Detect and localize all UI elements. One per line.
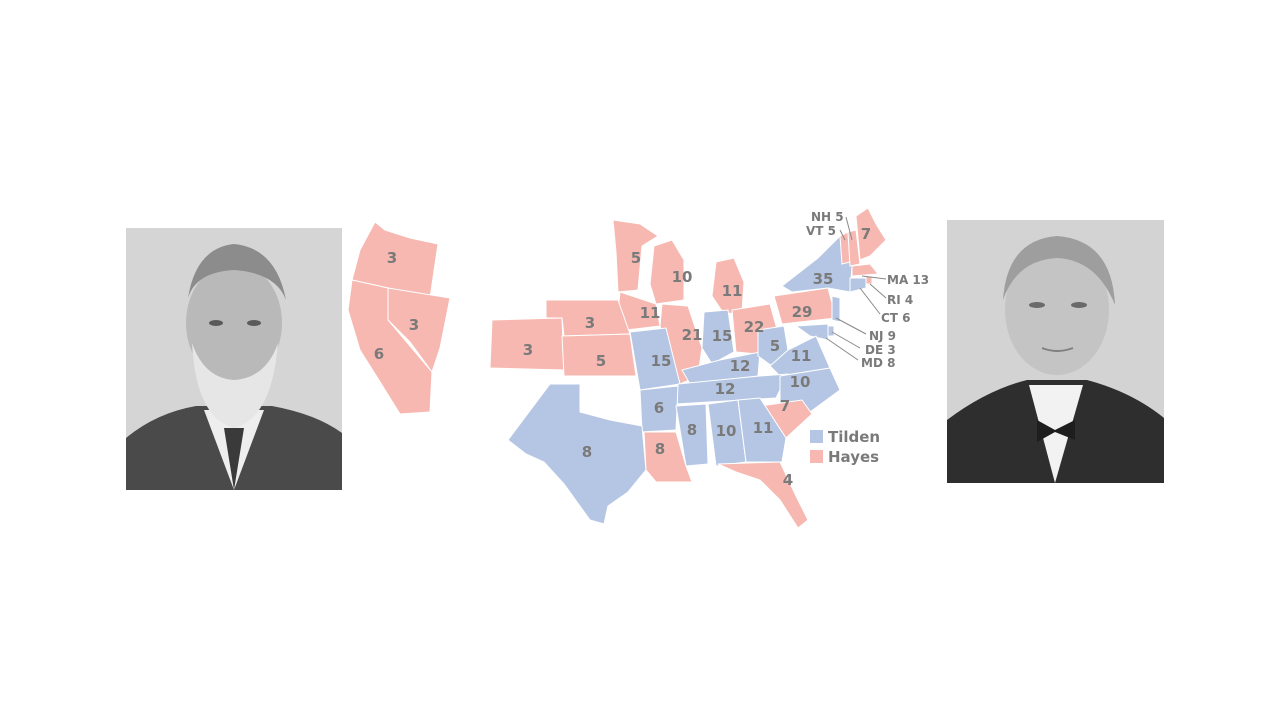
vote-label-louisiana: 8 [655,440,665,458]
vote-label-kentucky: 12 [730,357,751,375]
small-state-label-ma: MA 13 [887,273,929,287]
vote-label-michigan: 11 [722,282,743,300]
vote-label-oregon: 3 [387,249,397,267]
vote-label-virginia: 11 [791,347,812,365]
vote-label-indiana: 15 [712,327,733,345]
map-legend: Tilden Hayes [810,428,880,466]
small-state-label-nh: NH 5 [811,210,844,224]
vote-label-kansas: 5 [596,352,606,370]
vote-label-alabama: 10 [716,422,737,440]
vote-label-wisconsin: 10 [672,268,693,286]
vote-label-texas: 8 [582,443,592,461]
vote-label-minnesota: 5 [631,249,641,267]
state-connecticut [850,278,866,292]
vote-label-colorado: 3 [523,341,533,359]
portrait-hayes-image [126,228,342,490]
vote-label-georgia: 11 [753,419,774,437]
vote-label-nebraska: 3 [585,314,595,332]
vote-label-maine: 7 [861,225,871,243]
vote-label-ohio: 22 [744,318,765,336]
portrait-tilden-image [947,220,1164,483]
small-state-label-nj: NJ 9 [869,329,896,343]
vote-label-iowa: 11 [640,304,661,322]
legend-tilden-label: Tilden [828,428,880,446]
legend-hayes-swatch [810,450,823,463]
small-state-label-de: DE 3 [865,343,896,357]
vote-label-missouri: 15 [651,352,672,370]
portrait-hayes [126,228,342,490]
vote-label-tennessee: 12 [715,380,736,398]
vote-label-new-york: 35 [813,270,834,288]
vote-label-west-virginia: 5 [770,337,780,355]
small-state-label-ct: CT 6 [881,311,911,325]
vote-label-pennsylvania: 29 [792,303,813,321]
state-texas [508,384,646,524]
state-massachusetts [852,264,878,276]
vote-label-south-carolina: 7 [780,397,790,415]
vote-label-mississippi: 8 [687,421,697,439]
legend-hayes-label: Hayes [828,448,879,466]
legend-tilden-swatch [810,430,823,443]
small-state-label-md: MD 8 [861,356,895,370]
portrait-tilden [947,220,1164,483]
small-state-label-vt: VT 5 [806,224,836,238]
vote-label-arkansas: 6 [654,399,664,417]
vote-label-north-carolina: 10 [790,373,811,391]
small-state-label-ri: RI 4 [887,293,913,307]
vote-label-florida: 4 [783,471,793,489]
state-delaware [828,326,834,336]
vote-label-illinois: 21 [682,326,703,344]
vote-label-nevada: 3 [409,316,419,334]
state-florida [718,462,808,528]
vote-label-california: 6 [374,345,384,363]
